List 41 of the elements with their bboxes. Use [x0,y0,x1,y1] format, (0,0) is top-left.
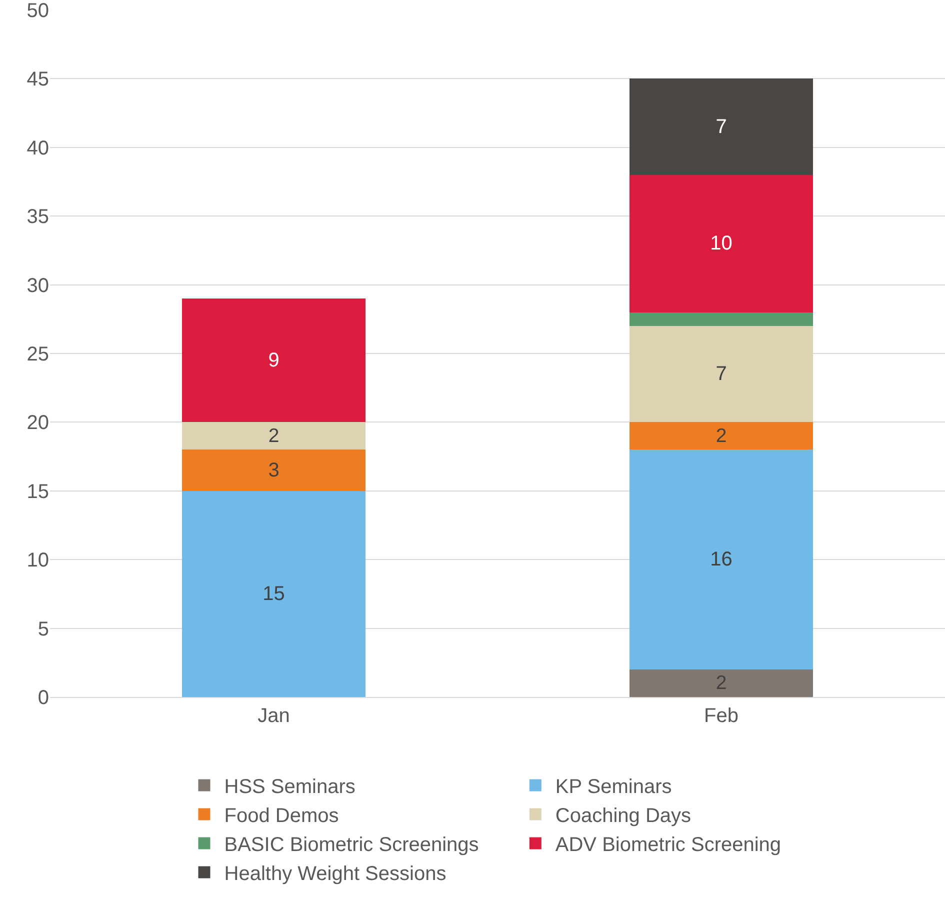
y-tick-label: 5 [38,618,49,640]
bar [630,312,813,326]
bar [630,78,813,175]
y-tick-label: 50 [26,0,49,22]
data-label: 10 [710,232,732,255]
legend-label: KP Seminars [555,776,672,798]
bar [182,450,366,491]
legend-label: Coaching Days [555,805,692,827]
y-tick-label: 40 [26,137,49,160]
bar [630,174,813,312]
data-label: 15 [262,582,285,605]
y-tick-label: 45 [26,68,49,91]
legend-label: Food Demos [224,805,339,827]
y-tick-label: 20 [26,412,49,434]
data-label: 7 [716,116,727,138]
y-tick-label: 25 [26,344,49,366]
y-tick-label: 35 [26,206,49,228]
bar [182,490,366,697]
legend-label: BASIC Biometric Screenings [224,834,479,856]
bar [182,422,366,450]
bar [182,298,366,422]
legend-label: Healthy Weight Sessions [224,863,446,885]
y-tick-label: 0 [38,687,49,709]
data-label: 3 [268,459,280,482]
bar [630,326,813,422]
legend-label: ADV Biometric Screening [555,834,782,856]
y-tick-label: 10 [26,550,49,572]
data-label: 2 [268,424,280,447]
bar [630,450,813,670]
x-tick-label: Feb [704,705,738,727]
data-label: 7 [716,363,727,386]
y-tick-label: 30 [26,274,49,297]
data-label: 16 [710,548,732,571]
data-label: 2 [716,672,727,694]
data-label: 2 [716,424,727,447]
legend-label: HSS Seminars [224,776,356,798]
bar [630,422,813,450]
x-tick-label: Jan [258,705,290,727]
y-tick-label: 15 [26,480,49,503]
data-label: 9 [268,349,280,372]
bar [630,670,813,697]
